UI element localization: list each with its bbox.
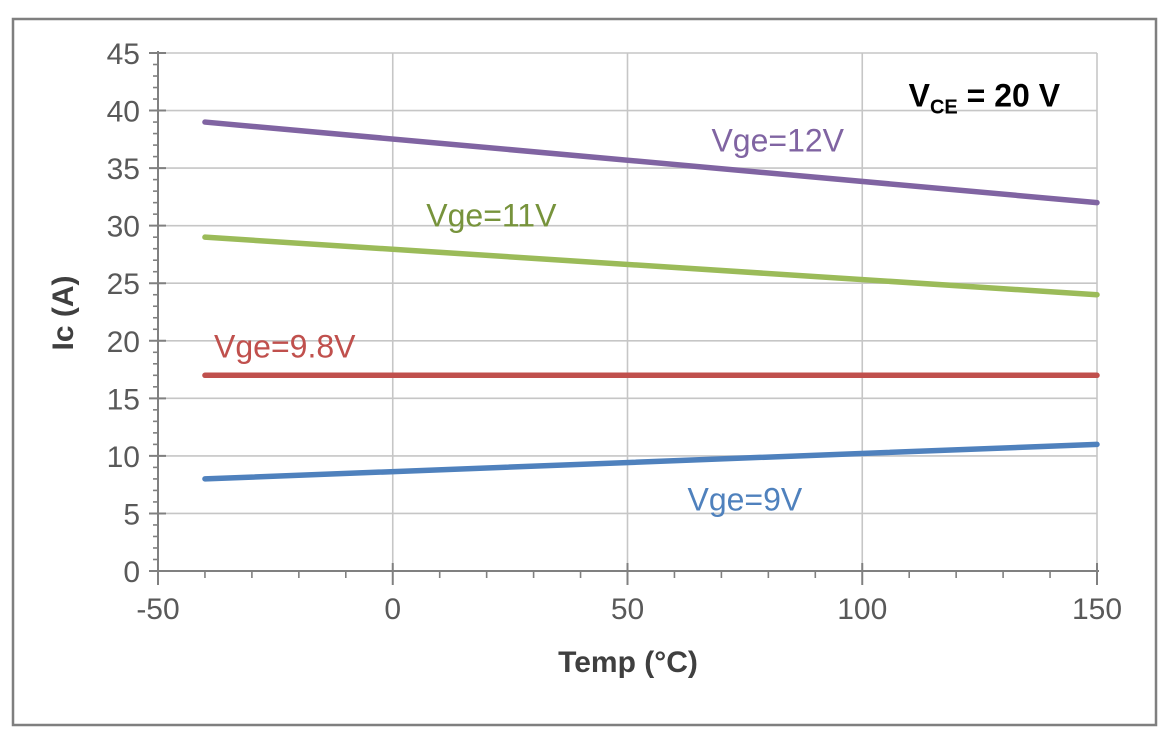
series-layer [202,119,1100,482]
x-tick-label: -50 [136,593,179,626]
y-tick-label: 25 [107,268,140,301]
y-tick-label: 15 [107,383,140,416]
y-tick-label: 35 [107,153,140,186]
y-tick-label: 5 [123,498,140,531]
series-line-vge-12v [202,119,1100,206]
annotation-layer: VCE = 20 V [909,78,1061,119]
series-label-layer: Vge=12V Vge=11V Vge=9.8V Vge=9V [214,122,845,517]
series-label-vge-9v: Vge=9V [687,482,802,518]
series-line-vge-9v [202,441,1100,482]
series-label-vge-12v: Vge=12V [711,122,844,158]
grid-layer [158,52,1098,571]
tick-label-layer: 0 5 10 15 20 25 30 35 40 45 -50 0 50 100 150 [107,38,1122,626]
y-tick-label: 30 [107,211,140,244]
figure-frame [11,17,1158,727]
y-axis-title: Ic (A) [47,276,80,351]
x-tick-label: 150 [1072,593,1122,626]
x-tick-label: 50 [611,593,644,626]
vce-annotation: VCE = 20 V [909,78,1061,119]
y-tick-label: 0 [123,556,140,589]
axis-layer [149,51,1099,585]
y-tick-label: 20 [107,326,140,359]
y-tick-label: 10 [107,441,140,474]
x-axis-title: Temp (°C) [558,646,698,679]
series-line-vge-11v [202,234,1100,298]
x-tick-label: 100 [837,593,887,626]
y-tick-label: 45 [107,38,140,71]
series-label-vge-9-8v: Vge=9.8V [214,329,356,365]
series-label-vge-11v: Vge=11V [426,197,557,233]
y-tick-label: 40 [107,96,140,129]
x-tick-label: 0 [384,593,401,626]
